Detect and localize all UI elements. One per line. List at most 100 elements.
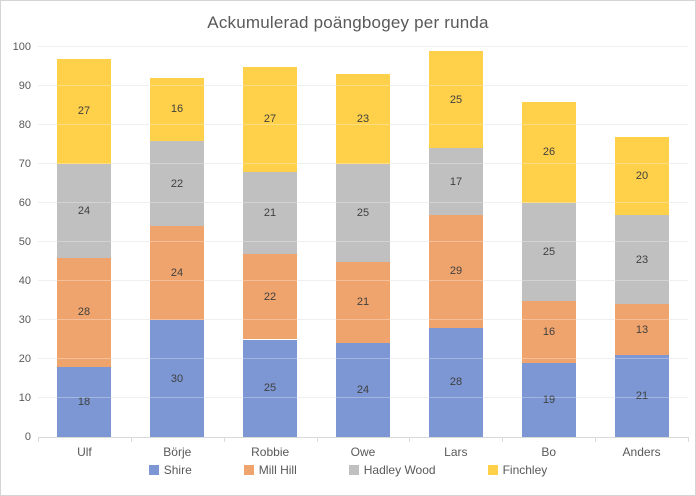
x-axis-tick: [502, 437, 503, 442]
bar-Bo: 19 16 25 26: [522, 47, 576, 437]
data-label: 19: [542, 393, 556, 406]
legend-item-finchley: Finchley: [487, 463, 548, 477]
y-axis-tick-label: 10: [18, 392, 31, 404]
chart-legend: Shire Mill Hill Hadley Wood Finchley: [1, 463, 695, 477]
data-label: 25: [449, 93, 463, 106]
legend-label: Hadley Wood: [363, 463, 436, 477]
y-axis-tick-label: 80: [18, 119, 31, 131]
legend-item-mill-hill: Mill Hill: [243, 463, 297, 477]
bar-segment-shire: [429, 327, 483, 437]
bar-segment-shire: [243, 339, 297, 437]
y-axis-tick-label: 90: [18, 80, 31, 92]
y-axis-tick-label: 100: [12, 41, 31, 53]
legend-swatch-icon: [243, 465, 254, 475]
data-label: 21: [635, 390, 649, 403]
bar-segment-hadley-wood: [150, 140, 204, 227]
bar-segment-shire: [150, 320, 204, 437]
data-label: 25: [542, 245, 556, 258]
data-label: 24: [170, 267, 184, 280]
legend-item-shire: Shire: [148, 463, 192, 477]
legend-label: Shire: [163, 463, 192, 477]
bar-segment-hadley-wood: [57, 164, 111, 258]
y-axis-tick-label: 60: [18, 197, 31, 209]
data-label: 16: [542, 325, 556, 338]
data-label: 20: [635, 169, 649, 182]
data-label: 27: [263, 113, 277, 126]
bar-segment-hadley-wood: [336, 164, 390, 262]
data-label: 13: [635, 323, 649, 336]
data-label: 27: [77, 105, 91, 118]
bar-segment-mill-hill: [57, 257, 111, 367]
bar-Börje: 30 24 22 16: [150, 47, 204, 437]
bar-Lars: 28 29 17 25: [429, 47, 483, 437]
bar-segment-finchley: [615, 136, 669, 215]
legend-swatch-icon: [148, 465, 159, 475]
bar-segment-mill-hill: [522, 300, 576, 363]
x-axis-category-label: Anders: [622, 445, 661, 459]
x-axis-tick: [688, 437, 689, 442]
bar-segment-shire: [615, 355, 669, 437]
x-axis-category-label: Ulf: [77, 445, 92, 459]
y-axis-tick-label: 20: [18, 353, 31, 365]
y-axis-tick-label: 30: [18, 314, 31, 326]
bar-segment-finchley: [243, 66, 297, 172]
data-label: 24: [77, 204, 91, 217]
data-label: 23: [635, 253, 649, 266]
bar-segment-mill-hill: [336, 261, 390, 344]
data-label: 22: [170, 177, 184, 190]
data-label: 25: [356, 206, 370, 219]
bar-segment-mill-hill: [615, 304, 669, 356]
data-label: 25: [263, 382, 277, 395]
y-axis-tick-label: 0: [24, 431, 31, 443]
data-label: 29: [449, 265, 463, 278]
bar-segment-mill-hill: [243, 253, 297, 340]
bar-Owe: 24 21 25 23: [336, 47, 390, 437]
bar-segment-shire: [522, 362, 576, 437]
bar-segment-finchley: [57, 58, 111, 164]
bar-segment-mill-hill: [429, 214, 483, 328]
data-label: 30: [170, 372, 184, 385]
data-label: 16: [170, 103, 184, 116]
data-label: 26: [542, 146, 556, 159]
data-label: 28: [449, 376, 463, 389]
y-axis-tick-label: 40: [18, 275, 31, 287]
bar-segment-finchley: [336, 74, 390, 164]
y-axis-tick-label: 70: [18, 158, 31, 170]
legend-label: Mill Hill: [258, 463, 297, 477]
x-axis-tick: [317, 437, 318, 442]
x-axis-category-label: Owe: [350, 445, 376, 459]
legend-item-hadley-wood: Hadley Wood: [348, 463, 436, 477]
bar-segment-mill-hill: [150, 226, 204, 320]
bar-Ulf: 18 28 24 27: [57, 47, 111, 437]
legend-swatch-icon: [487, 465, 498, 475]
bar-segment-hadley-wood: [243, 171, 297, 254]
bar-segment-shire: [57, 366, 111, 437]
y-axis-tick-label: 50: [18, 236, 31, 248]
data-label: 22: [263, 290, 277, 303]
x-axis-tick: [409, 437, 410, 442]
bar-Anders: 21 13 23 20: [615, 47, 669, 437]
data-label: 17: [449, 175, 463, 188]
bar-segment-shire: [336, 343, 390, 437]
bar-segment-hadley-wood: [429, 148, 483, 215]
bar-segment-hadley-wood: [522, 203, 576, 301]
data-label: 28: [77, 306, 91, 319]
data-label: 24: [356, 384, 370, 397]
x-axis-category-label: Börje: [163, 445, 192, 459]
bar-segment-finchley: [522, 101, 576, 203]
plot-area: 18 28 24 27 30 24 22 16 25 22 21 27 24 21 25 23 28 29 17 25…: [38, 46, 689, 442]
data-label: 21: [263, 206, 277, 219]
x-axis-category-label: Bo: [541, 445, 557, 459]
x-axis-tick: [38, 437, 39, 442]
data-label: 21: [356, 296, 370, 309]
legend-label: Finchley: [502, 463, 548, 477]
data-label: 18: [77, 395, 91, 408]
bar-Robbie: 25 22 21 27: [243, 47, 297, 437]
gridline-y-100: [38, 46, 688, 47]
data-label: 23: [356, 113, 370, 126]
x-axis-tick: [131, 437, 132, 442]
legend-swatch-icon: [348, 465, 359, 475]
bar-segment-hadley-wood: [615, 214, 669, 305]
x-axis-tick: [224, 437, 225, 442]
